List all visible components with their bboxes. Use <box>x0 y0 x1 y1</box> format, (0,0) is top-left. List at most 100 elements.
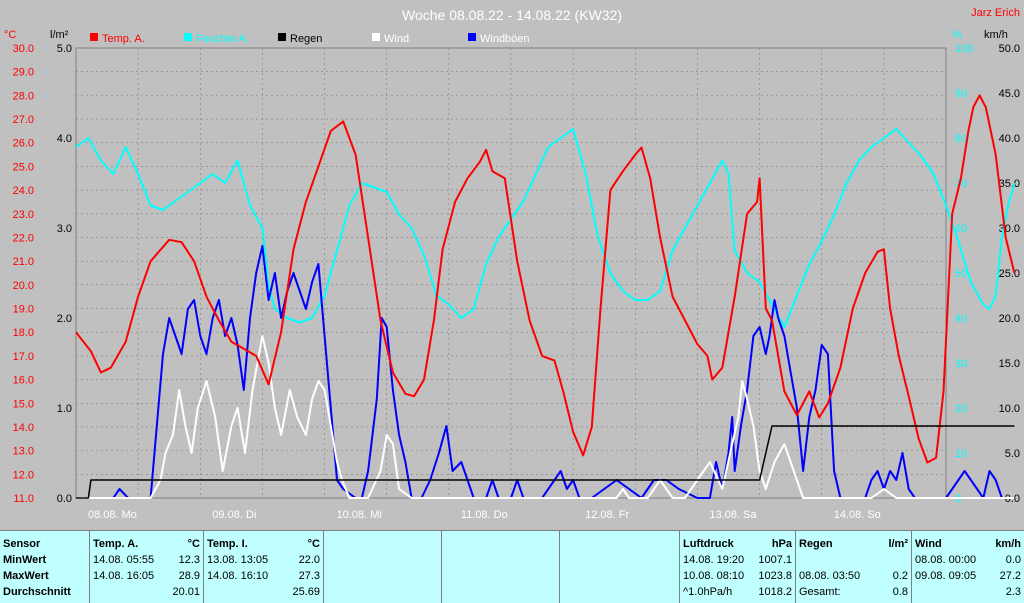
rain-total-label: Gesamt: <box>799 586 841 598</box>
grid <box>75 47 947 499</box>
humidity-tick-label: 30 <box>955 358 967 370</box>
chart-title: Woche 08.08.22 - 14.08.22 (KW32) <box>402 7 622 23</box>
wind-tick-label: 35.0 <box>999 178 1020 190</box>
temp-indoor-max-time: 14.08. 16:10 <box>207 570 269 582</box>
rain-title: Regen <box>799 538 833 550</box>
wind-tick-label: 15.0 <box>999 358 1020 370</box>
temp-indoor-unit: °C <box>307 538 320 550</box>
temp-tick-label: 12.0 <box>13 469 34 481</box>
humidity-tick-label: 40 <box>955 313 967 325</box>
wind-min-time: 08.08. 00:00 <box>915 554 977 566</box>
temp-tick-label: 24.0 <box>13 185 34 197</box>
temp-tick-label: 30.0 <box>13 43 34 55</box>
wind-tick-label: 20.0 <box>999 313 1020 325</box>
sensor-column: Sensor MinWert MaxWert Durchschnitt <box>0 531 90 603</box>
temp-tick-label: 23.0 <box>13 209 34 221</box>
temp-outdoor-max-value: 28.9 <box>178 570 200 582</box>
pressure-column: Luftdruck hPa 14.08. 19:20 1007.1 10.08. 0… <box>680 531 796 603</box>
temp-tick-label: 11.0 <box>13 493 34 505</box>
rain-tick-label: 4.0 <box>57 133 72 145</box>
temp-indoor-avg-value: 25.69 <box>292 586 320 598</box>
wind-tick-label: 45.0 <box>999 88 1020 100</box>
temp-outdoor-unit: °C <box>187 538 200 550</box>
wind-tick-label: 40.0 <box>999 133 1020 145</box>
rain-tick-label: 1.0 <box>57 403 72 415</box>
rain-column: Regen l/m² 08.08. 03:50 0.2 Gesamt: 0.8 <box>796 531 912 603</box>
pressure-title: Luftdruck <box>683 538 734 550</box>
temp-tick-label: 15.0 <box>13 398 34 410</box>
empty-column-2 <box>442 531 560 603</box>
wind-title: Wind <box>915 538 942 550</box>
x-tick-label: 13.08. Sa <box>709 509 757 521</box>
humidity-tick-label: 80 <box>955 133 967 145</box>
legend-label: Temp. A. <box>102 33 145 45</box>
rain-tick-label: 3.0 <box>57 223 72 235</box>
empty-column-3 <box>560 531 680 603</box>
x-tick-label: 11.08. Do <box>461 509 508 521</box>
y-axes: 30.0 29.0 28.0 27.0 26.0 25.0 24.0 23.0 22.0 21.0… <box>13 43 1020 505</box>
humidity-tick-label: 100 <box>955 43 973 55</box>
legend-swatch <box>90 33 98 41</box>
x-tick-label: 10.08. Mi <box>337 509 382 521</box>
weather-chart: Woche 08.08.22 - 14.08.22 (KW32) Jarz Er… <box>4 7 1020 521</box>
temp-indoor-max-value: 27.3 <box>298 570 320 582</box>
legend-label: Feuchte A. <box>196 33 249 45</box>
temp-indoor-min-time: 13.08. 13:05 <box>207 554 269 566</box>
temp-indoor-column: Temp. I. °C 13.08. 13:05 22.0 14.08. 16:10… <box>204 531 324 603</box>
rain-tick-label: 2.0 <box>57 313 72 325</box>
stats-table: Sensor MinWert MaxWert Durchschnitt Temp… <box>0 530 1024 603</box>
series-line-temp-a- <box>75 94 1016 464</box>
pressure-max-time: 10.08. 08:10 <box>683 570 745 582</box>
series-line-regen <box>76 425 1015 499</box>
temp-outdoor-column: Temp. A. °C 14.08. 05:55 12.3 14.08. 16:05… <box>90 531 204 603</box>
pressure-min-value: 1007.1 <box>758 554 792 566</box>
humidity-tick-label: 20 <box>955 403 967 415</box>
legend-swatch <box>468 33 476 41</box>
humidity-unit-label: % <box>952 29 962 41</box>
legend-label: Wind <box>384 33 409 45</box>
wind-tick-label: 25.0 <box>999 268 1020 280</box>
rain-unit: l/m² <box>888 538 908 550</box>
rain-tick-label: 0.0 <box>57 493 72 505</box>
wind-column: Wind km/h 08.08. 00:00 0.0 09.08. 09:05 27.… <box>912 531 1024 603</box>
legend-swatch <box>278 33 286 41</box>
legend: Temp. A. Feuchte A. Regen Wind Windböen <box>90 33 530 45</box>
pressure-min-time: 14.08. 19:20 <box>683 554 745 566</box>
temp-tick-label: 18.0 <box>13 327 34 339</box>
series-line-wind <box>76 335 1015 499</box>
max-row-label: MaxWert <box>3 570 49 582</box>
x-tick-label: 14.08. So <box>834 509 881 521</box>
empty-column-1 <box>324 531 442 603</box>
x-axis: 08.08. Mo 09.08. Di 10.08. Mi 11.08. Do 12.0… <box>88 509 881 521</box>
pressure-max-value: 1023.8 <box>758 570 792 582</box>
rain-total-value: 0.8 <box>892 586 908 598</box>
temp-indoor-title: Temp. I. <box>207 538 248 550</box>
temp-tick-label: 16.0 <box>13 375 34 387</box>
rain-tick-label: 5.0 <box>57 43 72 55</box>
wind-tick-label: 50.0 <box>999 43 1020 55</box>
humidity-tick-label: 60 <box>955 223 967 235</box>
rain-max-time: 08.08. 03:50 <box>799 570 861 582</box>
wind-tick-label: 10.0 <box>999 403 1020 415</box>
temp-tick-label: 29.0 <box>13 67 34 79</box>
temp-outdoor-avg-value: 20.01 <box>172 586 200 598</box>
pressure-trend-label: ^1.0hPa/h <box>683 586 733 598</box>
rain-max-value: 0.2 <box>892 570 908 582</box>
wind-unit: km/h <box>995 538 1021 550</box>
temp-tick-label: 27.0 <box>13 114 34 126</box>
wind-avg-value: 2.3 <box>1005 586 1021 598</box>
temp-outdoor-min-time: 14.08. 05:55 <box>93 554 155 566</box>
wind-unit-label: km/h <box>984 29 1008 41</box>
legend-label: Windböen <box>480 33 530 45</box>
legend-label: Regen <box>290 33 322 45</box>
sensor-header: Sensor <box>3 538 41 550</box>
temp-outdoor-min-value: 12.3 <box>178 554 200 566</box>
temp-tick-label: 17.0 <box>13 351 34 363</box>
temp-tick-label: 25.0 <box>13 161 34 173</box>
pressure-avg-value: 1018.2 <box>758 586 792 598</box>
x-tick-label: 12.08. Fr <box>585 509 629 521</box>
author-label: Jarz Erich <box>971 7 1020 19</box>
humidity-tick-label: 10 <box>955 448 967 460</box>
temp-tick-label: 13.0 <box>13 446 34 458</box>
pressure-unit: hPa <box>771 538 792 550</box>
